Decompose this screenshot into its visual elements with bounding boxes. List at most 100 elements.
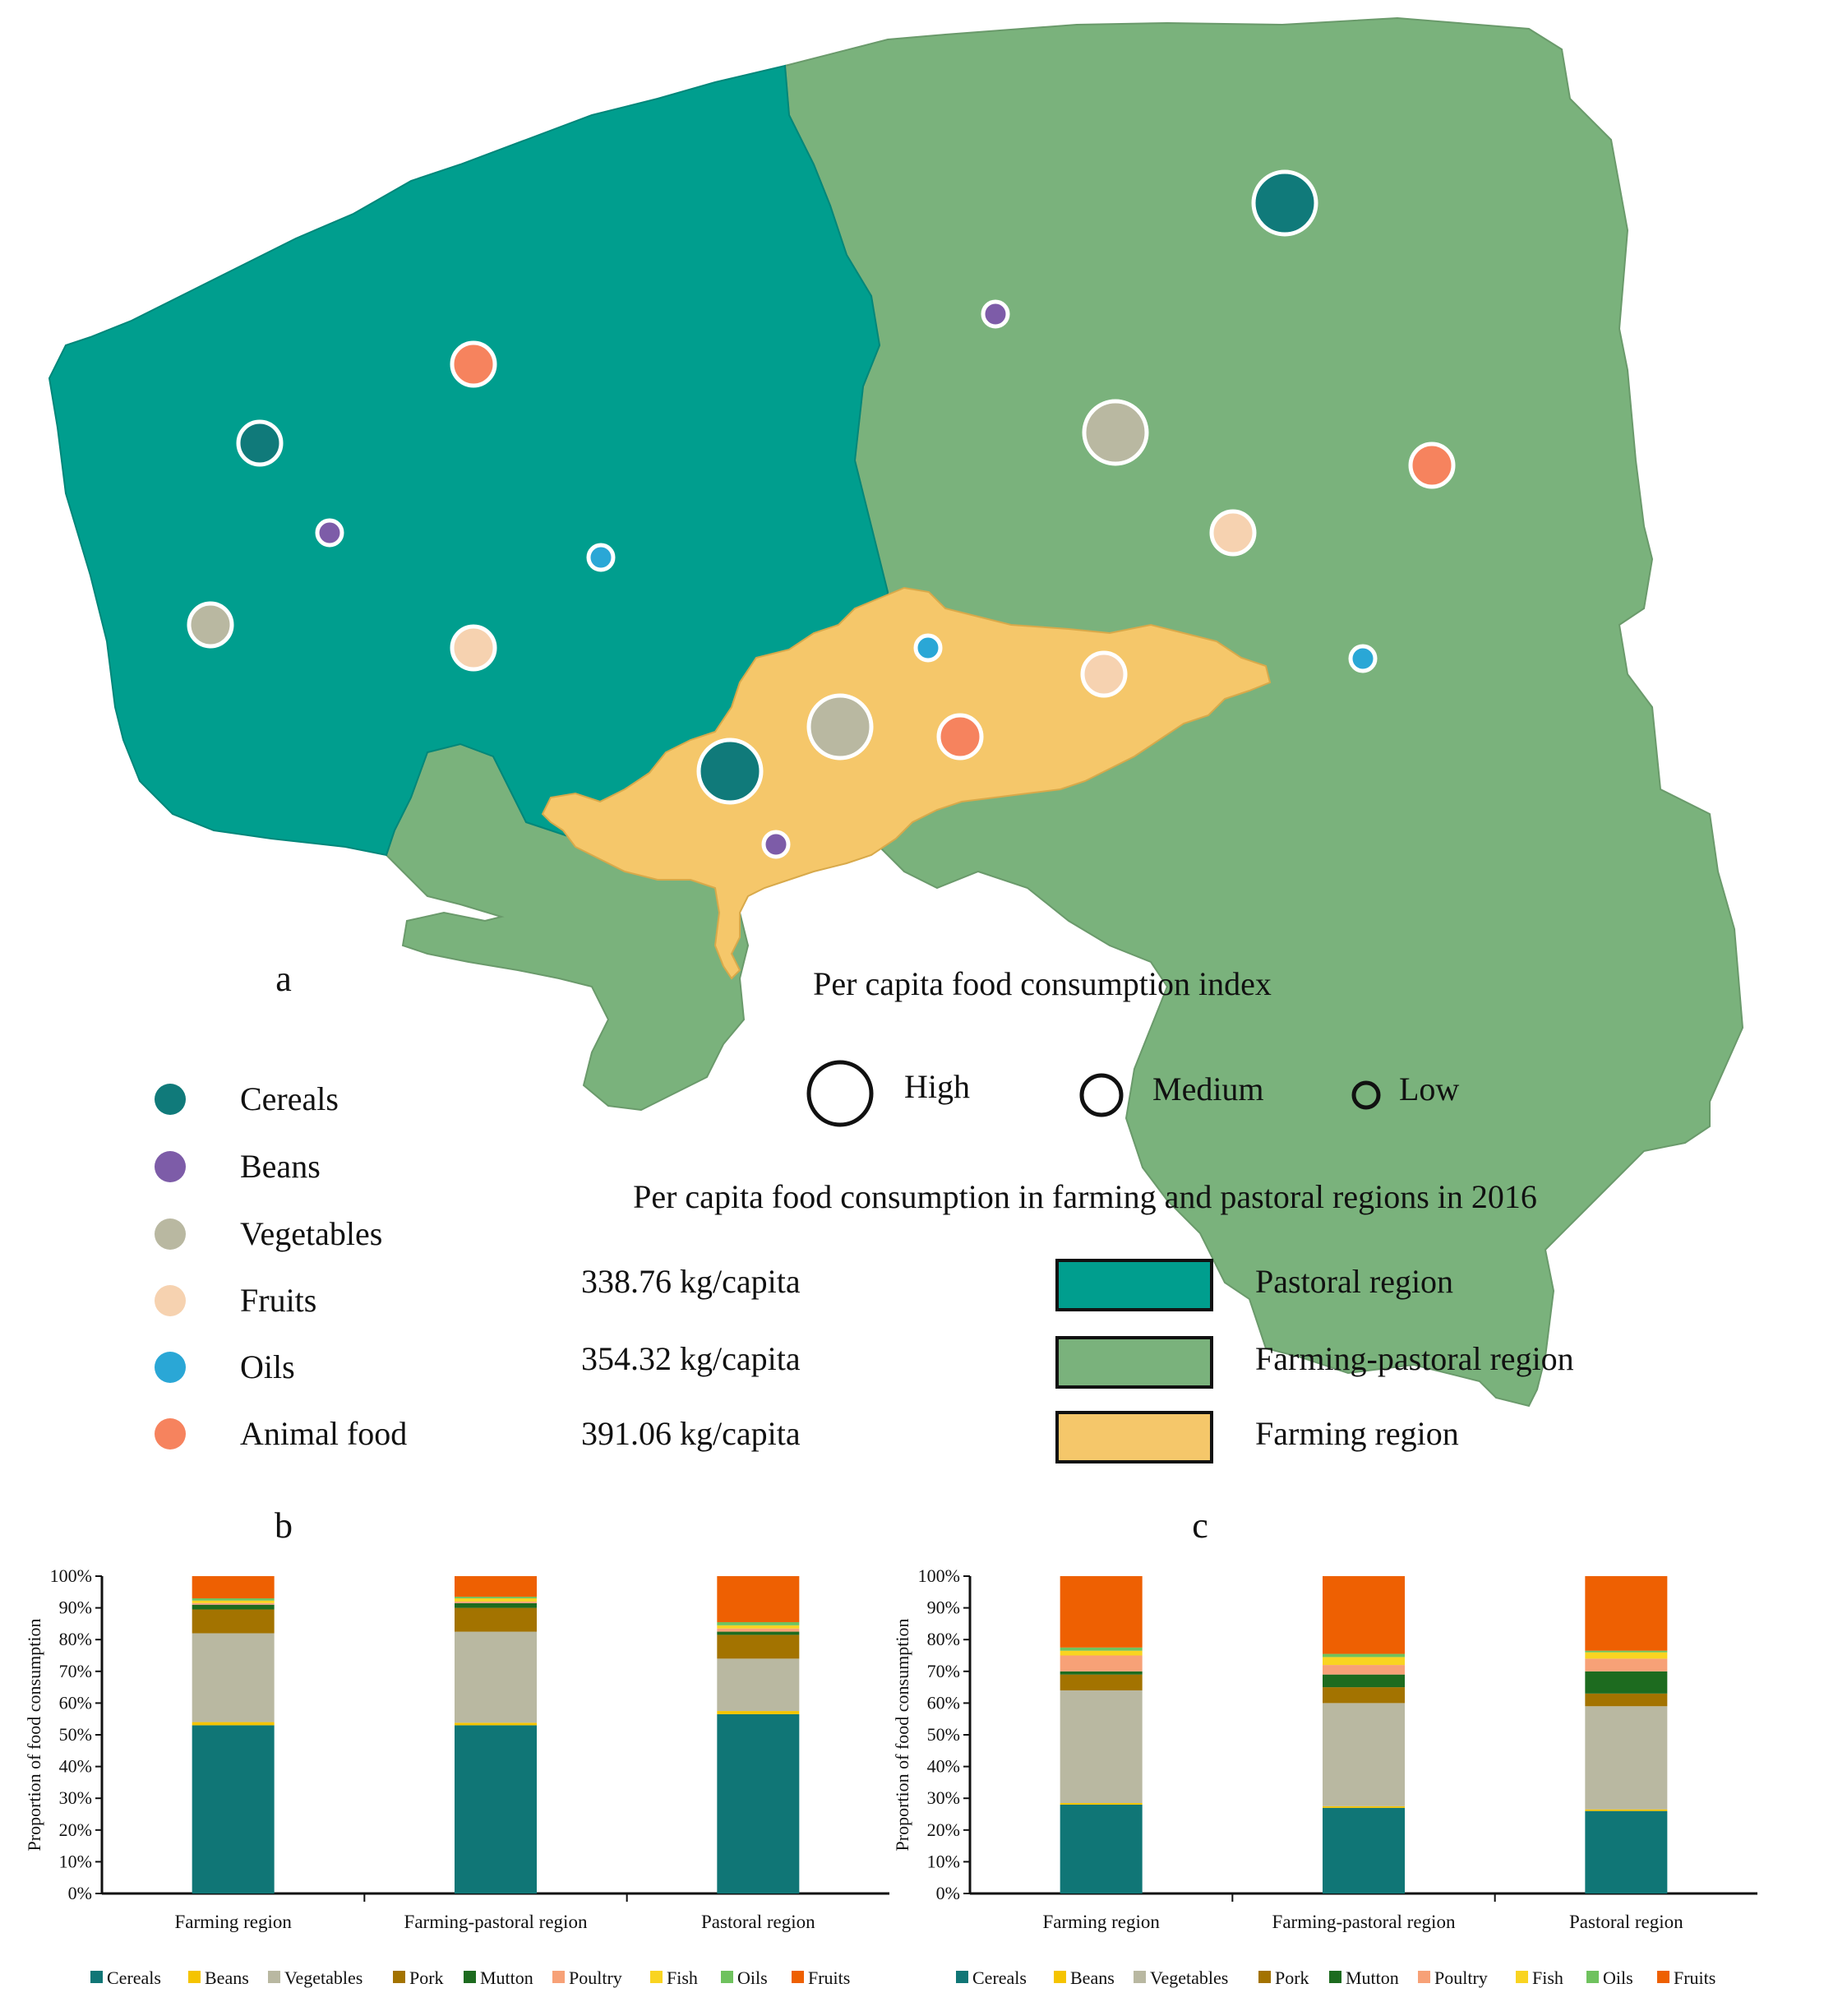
chart-b-legend-mutton-label: Mutton <box>480 1967 533 1988</box>
pastoral-region-vegetables-symbol <box>187 601 234 649</box>
chart-c-x-tick-label: Pastoral region <box>1569 1912 1683 1932</box>
chart-b-bar-farming-region-cereals <box>192 1725 275 1893</box>
chart-b-bar-farming-pastoral-region-poultry <box>455 1601 537 1603</box>
chart-b-legend-oils-swatch <box>721 1971 733 1983</box>
legend-cereals-label: Cereals <box>240 1080 339 1117</box>
consumption-value-farming: 391.06 kg/capita <box>581 1415 801 1452</box>
chart-b-legend-cereals-swatch <box>90 1971 103 1983</box>
chart-b-bar-farming-region-beans <box>192 1722 275 1726</box>
chart-b-bar-pastoral-region-mutton <box>717 1631 800 1635</box>
chart-c-bar-pastoral-region-cereals <box>1585 1810 1668 1893</box>
chart-c-bar-pastoral-region-mutton <box>1585 1671 1668 1694</box>
map-symbols <box>187 169 1456 859</box>
chart-b-legend-fruits-swatch <box>792 1971 804 1983</box>
chart-b-y-tick-label: 80% <box>59 1629 92 1649</box>
index-legend-title: Per capita food consumption index <box>813 965 1272 1002</box>
chart-b-legend-beans-swatch <box>188 1971 201 1983</box>
chart-b-bar-farming-pastoral-region-cereals <box>455 1725 537 1893</box>
chart-b-bar-farming-pastoral-region-fish <box>455 1598 537 1602</box>
consumption-value-farming-pastoral: 354.32 kg/capita <box>581 1340 801 1377</box>
chart-b-legend-fruits-label: Fruits <box>808 1967 850 1988</box>
chart-b-y-axis-label: Proportion of food consumption <box>24 1619 44 1852</box>
chart-b-legend-fish-swatch <box>650 1971 663 1983</box>
chart-c-bar-farming-pastoral-region-pork <box>1323 1687 1405 1704</box>
chart-b-y-tick-label: 90% <box>59 1598 92 1618</box>
chart-b-x-tick-label: Farming-pastoral region <box>404 1912 588 1932</box>
farming-region-beans-symbol <box>761 830 791 859</box>
index-low-marker <box>1351 1080 1381 1110</box>
legend-animal-food-label: Animal food <box>240 1415 407 1452</box>
chart-b-bar-farming-pastoral-region-oils <box>455 1597 537 1599</box>
chart-c-bar-farming-region-fish <box>1060 1650 1143 1656</box>
chart-c-bar-farming-region-pork <box>1060 1674 1143 1690</box>
chart-c-bar-farming-region-vegetables <box>1060 1690 1143 1803</box>
swatch-farming-region <box>1055 1411 1213 1463</box>
chart-b-legend-oils-label: Oils <box>737 1967 768 1988</box>
legend-fruits-label: Fruits <box>240 1282 316 1319</box>
chart-c-y-tick-label: 30% <box>927 1787 960 1808</box>
chart-c-bar-farming-region-beans <box>1060 1802 1143 1805</box>
chart-b-legend-pork-swatch <box>393 1971 405 1983</box>
chart-b-bar-farming-pastoral-region-beans <box>455 1722 537 1726</box>
farming-pastoral-region-animal-food-symbol <box>1408 442 1456 489</box>
chart-b-y-tick-label: 20% <box>59 1819 92 1840</box>
chart-c-y-tick-label: 10% <box>927 1851 960 1871</box>
chart-c-y-tick-label: 70% <box>927 1661 960 1681</box>
farming-pastoral-region-cereals-symbol <box>1251 169 1318 237</box>
chart-b-x-tick-label: Farming region <box>174 1912 292 1932</box>
farming-region-oils-symbol <box>913 633 943 663</box>
chart-b: 0% 10% 20% 30% 40% 50% 60% 70% 80% 90% 100% Proport… <box>24 1565 889 1988</box>
chart-b-legend-poultry-label: Poultry <box>569 1967 622 1988</box>
chart-c-y-tick-label: 80% <box>927 1629 960 1649</box>
region-map <box>48 16 1744 1408</box>
chart-c-y-tick-label: 40% <box>927 1756 960 1777</box>
chart-c-bar-farming-pastoral-region-poultry <box>1323 1665 1405 1675</box>
chart-c-legend-beans-label: Beans <box>1070 1967 1115 1988</box>
farming-region-animal-food-symbol <box>936 713 984 761</box>
chart-b-legend-mutton-swatch <box>464 1971 476 1983</box>
pastoral-region[interactable] <box>48 64 889 857</box>
legend-vegetables-label: Vegetables <box>240 1215 382 1252</box>
chart-c-x-tick-label: Farming region <box>1042 1912 1160 1932</box>
pastoral-region-beans-symbol <box>315 518 344 548</box>
chart-b-y-tick-label: 50% <box>59 1724 92 1745</box>
legend-oils-label: Oils <box>240 1348 295 1385</box>
legend-animal-food-marker <box>155 1418 186 1450</box>
chart-c-bar-farming-pastoral-region-mutton <box>1323 1674 1405 1688</box>
chart-b-legend-poultry-swatch <box>552 1971 565 1983</box>
chart-b-bar-pastoral-region-fruits <box>717 1576 800 1622</box>
chart-c-bar-pastoral-region-beans <box>1585 1809 1668 1811</box>
chart-c-bar-farming-pastoral-region-oils <box>1323 1653 1405 1658</box>
chart-b-y-tick-label: 70% <box>59 1661 92 1681</box>
chart-b-bar-farming-pastoral-region-pork <box>455 1607 537 1632</box>
chart-c-bar-pastoral-region-vegetables <box>1585 1706 1668 1810</box>
food-legend: Cereals Beans Vegetables Fruits Oils Ani… <box>155 1080 407 1452</box>
chart-c-legend-cereals-label: Cereals <box>972 1967 1027 1988</box>
chart-c-bar-farming-pastoral-region-fish <box>1323 1657 1405 1666</box>
chart-b-y-tick-label: 60% <box>59 1692 92 1713</box>
chart-b-bar-farming-region-poultry <box>192 1602 275 1605</box>
legend-beans-marker <box>155 1151 186 1182</box>
chart-b-legend-vegetables-label: Vegetables <box>284 1967 362 1988</box>
chart-c-x-tick-label: Farming-pastoral region <box>1272 1912 1456 1932</box>
chart-b-bar-pastoral-region-fish <box>717 1625 800 1629</box>
farming-region-vegetables-symbol <box>806 693 874 761</box>
index-medium-marker <box>1079 1073 1124 1117</box>
chart-b-y-tick-label: 100% <box>50 1565 92 1586</box>
chart-b-bar-pastoral-region-beans <box>717 1711 800 1714</box>
farming-pastoral-region-fruits-symbol <box>1209 509 1257 557</box>
chart-c-bar-pastoral-region-oils <box>1585 1650 1668 1653</box>
chart-c-bar-farming-region-oils <box>1060 1647 1143 1651</box>
chart-c-y-tick-label: 50% <box>927 1724 960 1745</box>
swatch-farming-pastoral-region <box>1055 1336 1213 1389</box>
chart-c-legend-oils-label: Oils <box>1603 1967 1633 1988</box>
chart-c-legend-pork-swatch <box>1258 1971 1271 1983</box>
chart-c-y-tick-label: 0% <box>936 1883 960 1903</box>
chart-b-y-tick-label: 30% <box>59 1787 92 1808</box>
legend-vegetables-marker <box>155 1218 186 1250</box>
farming-region-cereals-symbol <box>696 738 764 805</box>
chart-b-bar-farming-region-mutton <box>192 1604 275 1610</box>
chart-b-bar-farming-region-pork <box>192 1609 275 1634</box>
chart-b-bar-farming-region-fruits <box>192 1576 275 1599</box>
